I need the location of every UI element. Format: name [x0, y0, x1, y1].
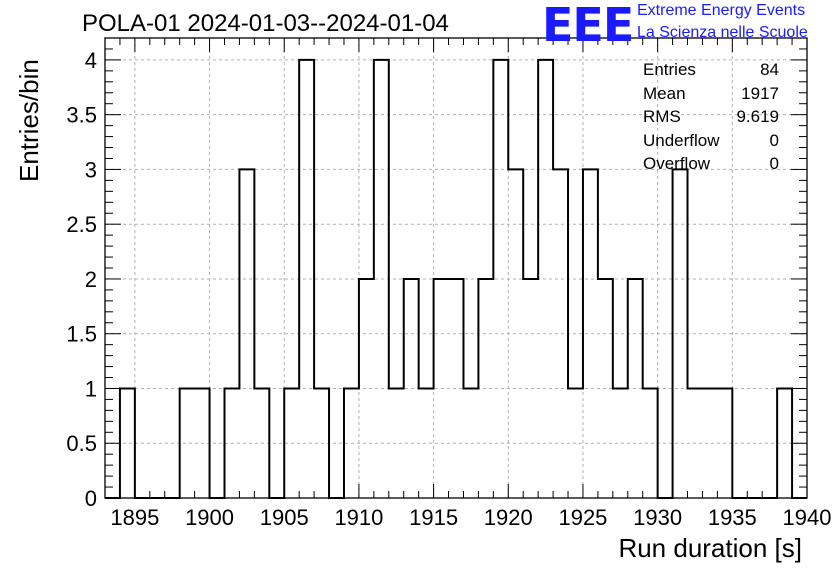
y-axis: 0 0.5 1 1.5 2 2.5 3 3.5 4 — [66, 37, 807, 511]
x-tick-label: 1895 — [110, 505, 159, 530]
stat-value: 1917 — [741, 83, 779, 103]
logo-line-2: La Scienza nelle Scuole — [637, 24, 808, 41]
y-tick-label: 3 — [85, 157, 97, 182]
y-axis-label: Entries/bin — [14, 59, 44, 182]
x-tick-label: 1935 — [708, 505, 757, 530]
stat-value: 0 — [769, 130, 779, 150]
x-tick-label: 1920 — [484, 505, 533, 530]
stat-value: 84 — [760, 60, 779, 79]
stat-entries: Entries 84 — [643, 58, 779, 82]
stat-rms: RMS 9.619 — [643, 105, 779, 129]
y-tick-label: 0.5 — [66, 431, 97, 456]
x-tick-label: 1915 — [409, 505, 458, 530]
x-tick-label: 1925 — [558, 505, 607, 530]
y-tick-label: 4 — [85, 48, 97, 73]
stat-mean: Mean 1917 — [643, 82, 779, 106]
x-tick-label: 1905 — [260, 505, 309, 530]
stat-label: Overflow — [643, 154, 711, 173]
x-axis-label: Run duration [s] — [618, 533, 802, 563]
x-tick-label: 1900 — [185, 505, 234, 530]
stat-value: 9.619 — [736, 107, 779, 126]
x-axis: 1895 1900 1905 1910 1915 1920 1925 1930 1935 1940 — [104, 38, 832, 530]
y-tick-label: 3.5 — [66, 103, 97, 128]
x-tick-label: 1910 — [334, 505, 383, 530]
stats-box: Entries 84 Mean 1917 RMS 9.619 Underflow… — [643, 58, 779, 176]
stat-overflow: Overflow 0 — [643, 152, 779, 176]
y-tick-label: 1.5 — [66, 322, 97, 347]
stat-label: RMS — [643, 107, 681, 126]
y-tick-label: 2 — [85, 267, 97, 292]
stat-value: 0 — [769, 154, 779, 173]
eee-logo: EEE — [542, 0, 634, 52]
x-tick-label: 1930 — [633, 505, 682, 530]
stat-label: Underflow — [643, 130, 720, 150]
stat-underflow: Underflow 0 — [643, 129, 779, 153]
stat-label: Entries — [643, 60, 696, 79]
y-tick-label: 2.5 — [66, 212, 97, 237]
logo-line-1: Extreme Energy Events — [637, 2, 806, 19]
chart-title: POLA-01 2024-01-03--2024-01-04 — [82, 10, 449, 37]
stat-label: Mean — [643, 83, 686, 103]
histogram-outline — [105, 58, 807, 499]
y-tick-label: 0 — [85, 486, 97, 511]
x-tick-label: 1940 — [783, 505, 832, 530]
y-tick-label: 1 — [85, 376, 97, 401]
